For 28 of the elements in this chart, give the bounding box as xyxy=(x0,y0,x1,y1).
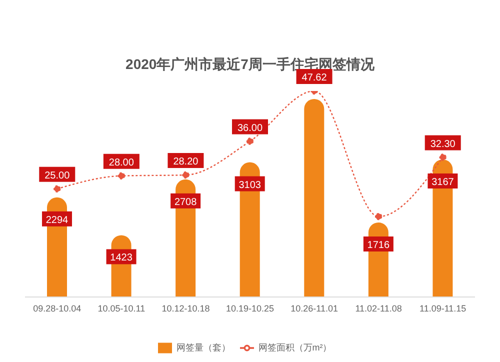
data-label: 3103 xyxy=(238,180,262,191)
x-tick-label: 11.09-11.15 xyxy=(420,303,466,314)
x-tick-label: 10.26-11.01 xyxy=(290,303,338,314)
point xyxy=(439,154,446,161)
data-label: 2708 xyxy=(174,196,198,208)
x-tick-label: 11.02-11.08 xyxy=(355,303,402,314)
legend-label: 网签量（套） xyxy=(176,342,230,352)
x-tick-label: 09.28-10.04 xyxy=(33,303,82,314)
x-tick-label: 10.05-10.11 xyxy=(98,303,146,314)
data-label: 1716 xyxy=(367,240,390,251)
x-tick-label: 10.12-10.18 xyxy=(162,303,210,314)
data-label: 32.30 xyxy=(430,138,456,150)
legend-label: 网签面积（万m²） xyxy=(258,342,332,352)
bar xyxy=(304,99,324,297)
data-label: 36.00 xyxy=(237,122,263,134)
data-label: 1423 xyxy=(110,252,133,264)
data-label: 28.00 xyxy=(108,157,134,168)
data-label: 47.62 xyxy=(302,72,328,84)
data-label: 28.20 xyxy=(173,156,199,168)
x-tick-label: 10.19-10.25 xyxy=(226,303,274,314)
data-label: 25.00 xyxy=(44,170,70,182)
data-label: 3167 xyxy=(432,176,454,188)
data-label: 2294 xyxy=(46,214,69,226)
point xyxy=(182,171,190,179)
point xyxy=(374,212,382,220)
point xyxy=(54,185,61,192)
point xyxy=(246,138,254,145)
point xyxy=(118,172,126,180)
